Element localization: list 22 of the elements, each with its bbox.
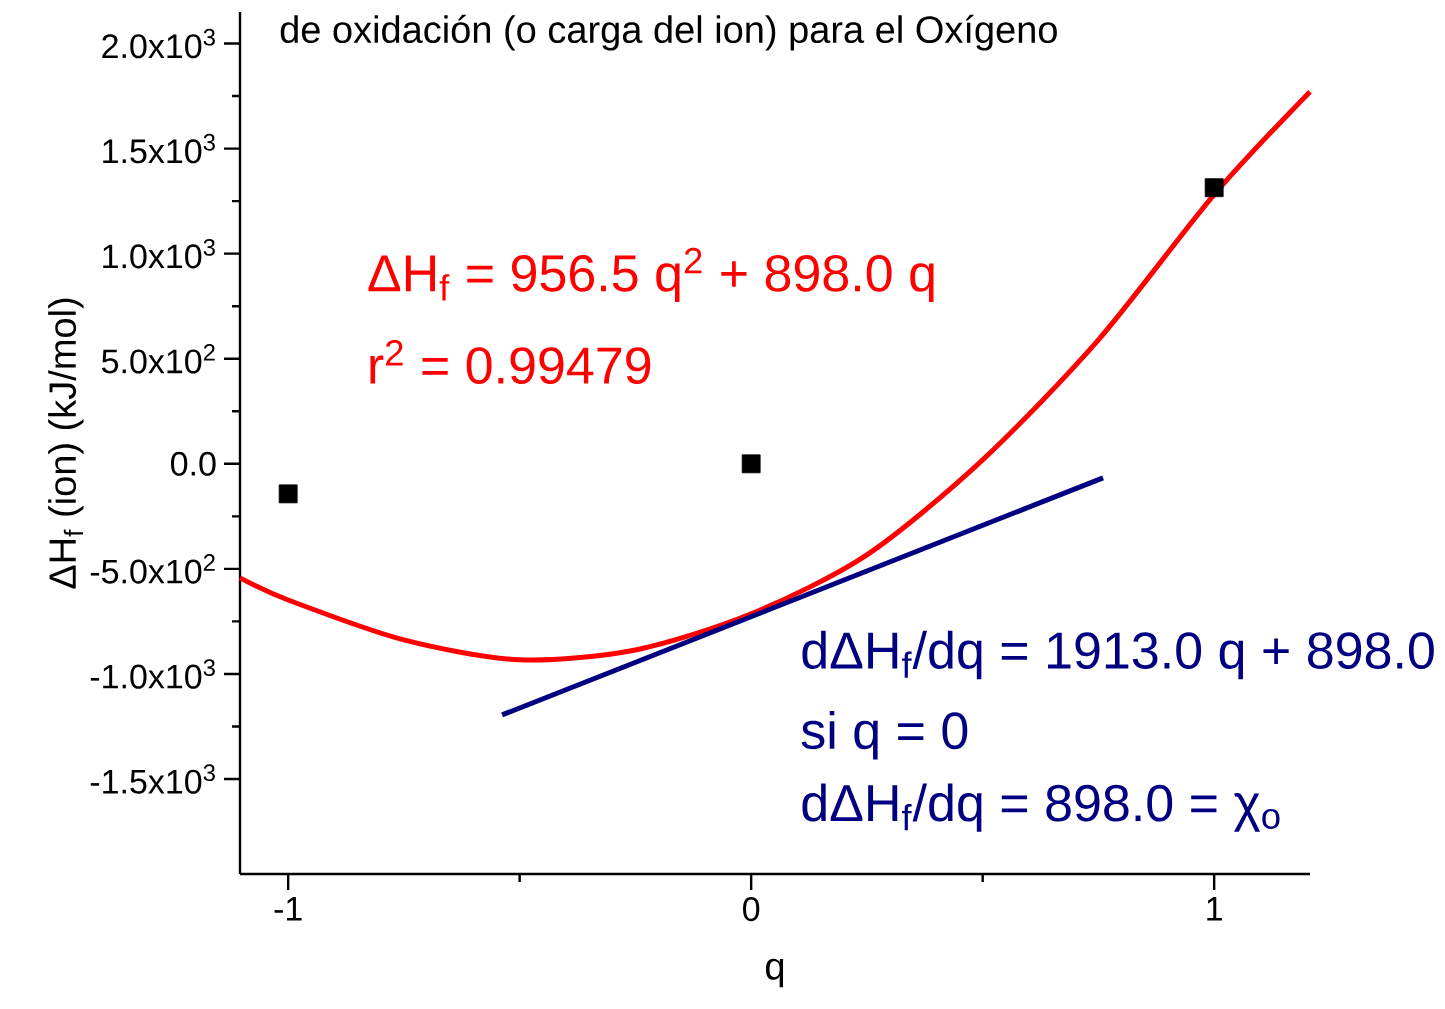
- y-tick-label: 0.0: [170, 451, 216, 476]
- y-tick-label: -1.5x10$^{3}$: [90, 764, 215, 794]
- x-axis-title: q: [766, 958, 784, 988]
- chart-title: de oxidación (o carga del ion) para el Oxígeno: [280, 14, 1057, 51]
- y-tick-label: -5.0x10$^{2}$: [90, 554, 215, 584]
- point: [741, 454, 761, 474]
- annotation: r$^{2}$ = 0.99479: [370, 340, 651, 384]
- y-tick-label: 1.5x10$^{3}$: [103, 133, 215, 164]
- y-axis-title: ΔH$_{f}$ (ion) (kJ/mol): [48, 298, 84, 589]
- annotation: dΔH$_{f}$/dq = 1913.0 q + 898.0: [802, 630, 1434, 680]
- point: [278, 484, 298, 504]
- y-tick-label: 5.0x10$^{2}$: [101, 343, 215, 374]
- x-tick-label: 0: [743, 897, 760, 922]
- annotation: si q = 0: [801, 711, 968, 760]
- point: [1204, 178, 1224, 198]
- y-tick-label: -1.0x10$^{3}$: [90, 659, 215, 689]
- annotation: ΔH$_{f}$ = 956.5 q$^{2}$ + 898.0 q: [368, 247, 934, 303]
- y-tick-label: 1.0x10$^{3}$: [103, 238, 215, 269]
- x-tick-label: 1: [1207, 897, 1222, 921]
- x-tick-label: -1: [274, 897, 302, 921]
- annotation: dΔH$_{f}$/dq = 898.0 = χ$_{o}$: [802, 783, 1280, 832]
- y-tick-label: 2.0x10$^{3}$: [102, 28, 215, 59]
